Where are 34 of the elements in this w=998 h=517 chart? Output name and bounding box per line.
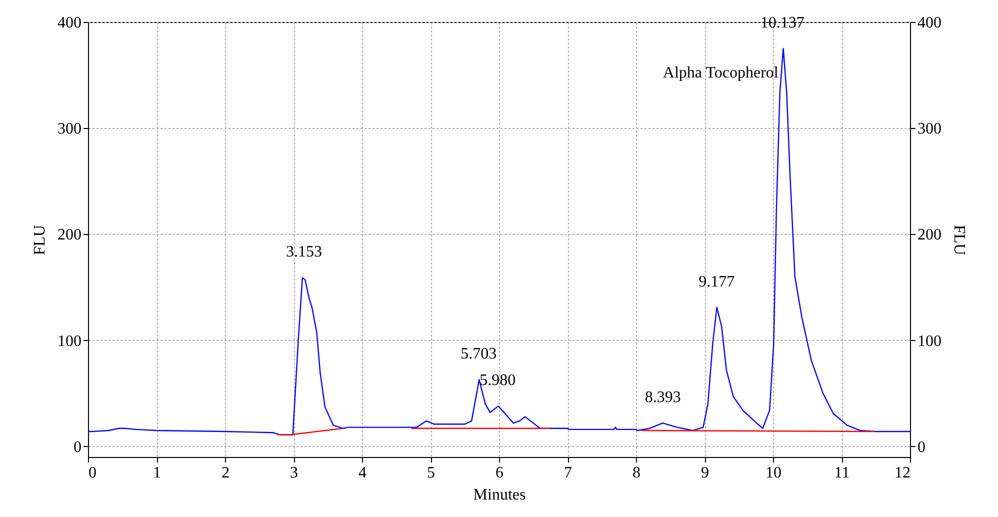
y-tick-label: 300 xyxy=(58,120,82,138)
y2-tick-label: 0 xyxy=(918,438,926,456)
x-axis-title: Minutes xyxy=(473,486,526,504)
x-tick-label: 11 xyxy=(834,464,850,482)
x-tick-label: 9 xyxy=(701,464,709,482)
annotation: 9.177 xyxy=(698,273,735,290)
x-tick-label: 1 xyxy=(153,464,161,482)
x-tick-label: 7 xyxy=(564,464,572,482)
x-tick-label: 6 xyxy=(496,464,504,482)
x-tick-label: 3 xyxy=(290,464,298,482)
line-series xyxy=(87,48,911,436)
x-tick-label: 12 xyxy=(894,464,910,482)
annotation: 5.980 xyxy=(480,372,516,390)
y2-tick-label: 100 xyxy=(918,332,942,350)
annotation: 3.153 xyxy=(286,244,322,261)
annotation: 10.137 xyxy=(760,14,804,32)
y2-tick-label: 400 xyxy=(918,14,942,32)
y-tick-label: 100 xyxy=(58,332,82,350)
y2-axis-title: FLU xyxy=(950,224,968,256)
x-tick-label: 8 xyxy=(632,464,640,482)
x-tick-label: 0 xyxy=(88,464,96,482)
x-tick-label: 10 xyxy=(766,464,782,482)
x-tick-label: 5 xyxy=(427,464,435,482)
x-tick-label: 2 xyxy=(222,464,230,482)
annotation: 8.393 xyxy=(644,389,681,406)
x-tick-label: 4 xyxy=(358,464,366,482)
y-axis-title: FLU xyxy=(32,224,48,256)
y-tick-label: 0 xyxy=(74,438,82,456)
annotation: 5.703 xyxy=(460,346,497,363)
y2-tick-label: 300 xyxy=(918,120,942,138)
y-tick-label: 200 xyxy=(58,226,82,244)
y2-tick-label: 200 xyxy=(918,226,942,244)
annotation: Alpha Tocopherol xyxy=(662,64,779,82)
y-tick-label: 400 xyxy=(58,14,82,32)
